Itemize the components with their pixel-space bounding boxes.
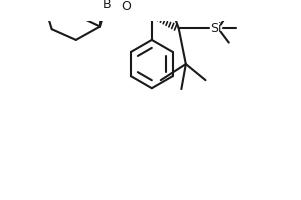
Text: Si: Si: [210, 22, 222, 35]
Polygon shape: [130, 3, 152, 18]
Text: O: O: [121, 0, 131, 13]
Text: B: B: [103, 0, 111, 11]
